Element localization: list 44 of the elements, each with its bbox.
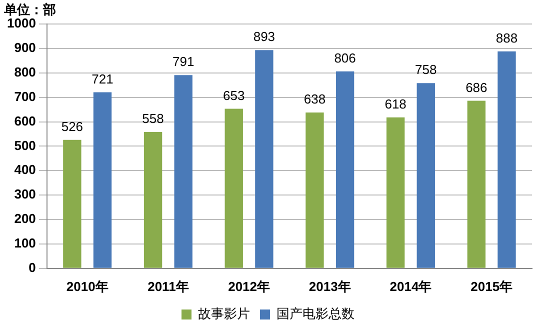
- y-tick-label: 200: [14, 211, 36, 226]
- y-tick-label: 600: [14, 113, 36, 128]
- x-tick-label: 2010年: [66, 278, 108, 294]
- bar: [306, 112, 324, 268]
- bar: [174, 75, 192, 268]
- data-label: 618: [384, 96, 406, 112]
- data-label: 686: [466, 80, 488, 95]
- y-tick-label: 700: [14, 88, 36, 104]
- legend-label: 故事影片: [198, 306, 250, 322]
- data-label: 638: [304, 92, 326, 107]
- data-label: 558: [142, 111, 164, 126]
- x-tick-label: 2011年: [148, 278, 189, 294]
- data-label: 653: [223, 88, 245, 103]
- data-label: 806: [334, 50, 356, 66]
- data-label: 791: [172, 54, 194, 70]
- x-tick-label: 2012年: [228, 278, 270, 294]
- data-label: 526: [61, 118, 84, 134]
- data-label: 721: [92, 71, 114, 86]
- y-tick-label: 800: [14, 64, 36, 80]
- bar: [416, 83, 435, 268]
- y-tick-label: 1000: [7, 16, 36, 31]
- x-tick-label: 2015年: [470, 278, 513, 294]
- bar: [467, 100, 486, 268]
- data-label: 893: [253, 29, 276, 44]
- bar: [255, 50, 274, 268]
- bar: [63, 140, 82, 268]
- y-tick-label: 100: [14, 236, 36, 251]
- data-label: 758: [415, 62, 437, 78]
- y-tick-label: 0: [28, 260, 36, 275]
- bar: [336, 71, 354, 268]
- y-tick-label: 400: [14, 162, 36, 178]
- x-tick-label: 2014年: [390, 278, 432, 294]
- bar: [498, 51, 516, 268]
- y-axis-title: 单位：部: [3, 2, 56, 18]
- y-tick-label: 500: [14, 138, 36, 153]
- y-tick-label: 300: [14, 186, 36, 202]
- bar: [386, 117, 405, 268]
- bar: [93, 92, 112, 268]
- legend-label: 国产电影总数: [276, 306, 354, 322]
- bar: [224, 108, 243, 268]
- y-tick-label: 900: [14, 40, 36, 56]
- bar: [144, 132, 162, 268]
- data-label: 888: [496, 30, 518, 46]
- x-tick-label: 2013年: [308, 278, 351, 294]
